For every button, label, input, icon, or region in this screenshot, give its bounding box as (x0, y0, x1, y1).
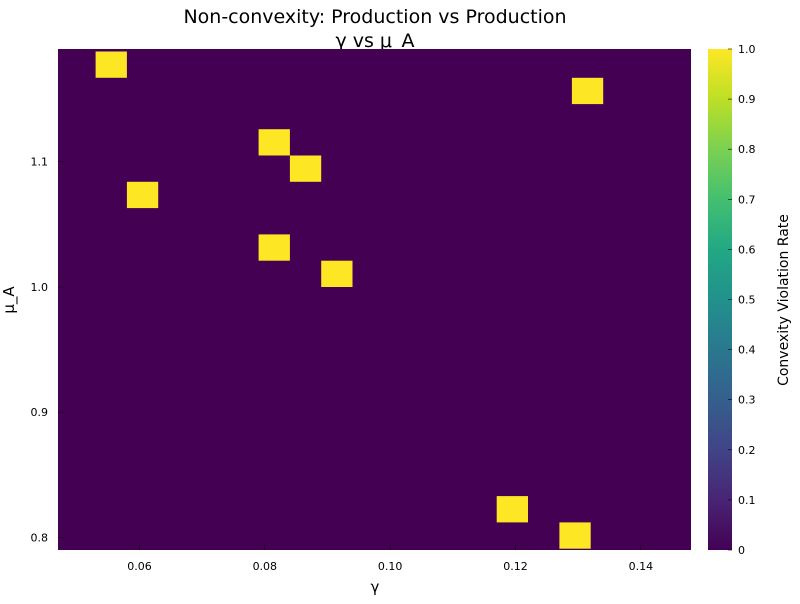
colorbar-tick-label-0: 0 (738, 544, 745, 557)
heatmap-cell-2 (258, 129, 290, 156)
y-axis-ticks: 0.8 0.9 1.0 1.1 (31, 156, 63, 544)
chart-title: Non-convexity: Production vs Production (183, 6, 566, 28)
colorbar-tick-label-8: 0.8 (738, 143, 756, 156)
colorbar-ticks: 0 0.1 0.2 0.3 0.4 0.5 0.6 0.7 0.8 0.9 1.0 (728, 43, 756, 557)
colorbar-tick-label-5: 0.5 (738, 294, 756, 307)
y-tick-label-0: 0.8 (31, 531, 49, 544)
heatmap-cell-8 (559, 522, 591, 549)
y-axis-label: μ_A (0, 286, 19, 314)
colorbar-tick-label-2: 0.2 (738, 444, 756, 457)
colorbar-tick-label-1: 0.1 (738, 494, 756, 507)
colorbar-tick-label-6: 0.6 (738, 243, 756, 256)
y-tick-label-3: 1.1 (31, 156, 49, 169)
heatmap-cell-4 (126, 181, 159, 209)
heatmap-cell-6 (321, 260, 353, 287)
colorbar-label: Convexity Violation Rate (776, 214, 792, 386)
x-tick-label-0: 0.06 (127, 560, 152, 573)
colorbar-tick-label-7: 0.7 (738, 193, 756, 206)
plot-area (58, 49, 691, 550)
heatmap-background (58, 49, 691, 550)
heatmap-cells (95, 51, 604, 549)
heatmap-cell-7 (496, 496, 528, 523)
y-tick-label-1: 0.9 (31, 406, 49, 419)
colorbar-tick-label-3: 0.3 (738, 394, 756, 407)
chart-subtitle: γ vs μ_A (335, 30, 414, 52)
x-tick-label-1: 0.08 (253, 560, 278, 573)
y-tick-label-2: 1.0 (31, 281, 49, 294)
heatmap-cell-5 (258, 234, 290, 261)
colorbar: 0 0.1 0.2 0.3 0.4 0.5 0.6 0.7 0.8 0.9 1.0 Convexit… (708, 43, 792, 557)
colorbar-tick-label-9: 0.9 (738, 93, 756, 106)
x-axis-ticks: 0.06 0.08 0.10 0.12 0.14 (127, 545, 653, 573)
x-axis-label: γ (371, 578, 380, 596)
colorbar-tick-label-4: 0.4 (738, 344, 756, 357)
heatmap-cell-0 (95, 51, 127, 78)
x-tick-label-2: 0.10 (378, 560, 403, 573)
colorbar-tick-label-10: 1.0 (738, 43, 756, 56)
x-tick-label-3: 0.12 (503, 560, 528, 573)
heatmap-cell-3 (289, 155, 322, 182)
heatmap-cell-1 (571, 77, 604, 105)
x-tick-label-4: 0.14 (629, 560, 654, 573)
